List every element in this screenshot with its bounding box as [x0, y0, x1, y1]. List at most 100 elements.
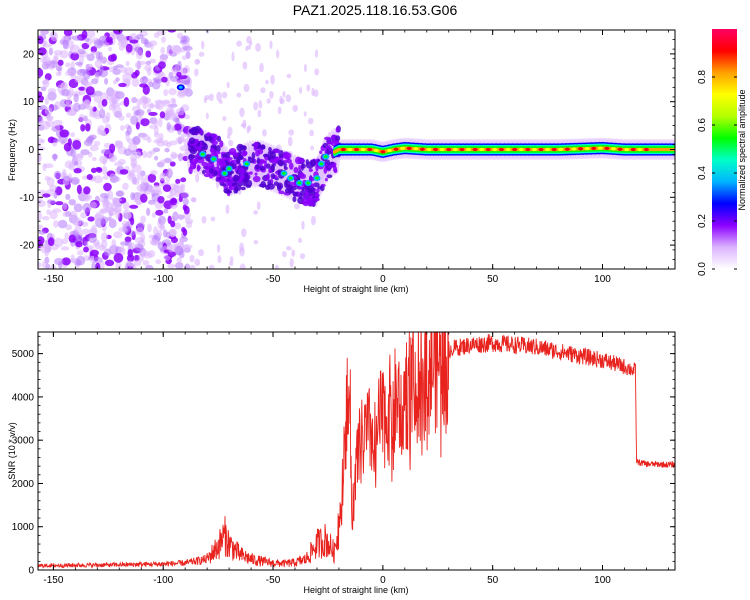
heatmap-cell — [270, 173, 276, 180]
heatmap-cell — [38, 68, 44, 77]
heatmap-cell — [285, 245, 292, 251]
heatmap-cell — [262, 153, 270, 158]
heatmap-cell — [315, 176, 319, 180]
heatmap-cell — [216, 244, 221, 253]
heatmap-cell — [182, 198, 189, 206]
x-tick-label: 0 — [380, 274, 386, 285]
heatmap-cell — [115, 77, 120, 82]
heatmap-cell — [89, 249, 100, 257]
heatmap-cell — [242, 150, 248, 155]
heatmap-cell — [38, 224, 44, 230]
heatmap-cell — [643, 147, 649, 152]
heatmap-cell — [38, 36, 44, 45]
x-tick-label: -100 — [153, 575, 173, 586]
heatmap-cell — [164, 147, 170, 153]
heatmap-cell — [167, 170, 173, 177]
heatmap-cell — [591, 146, 597, 150]
heatmap-cell — [133, 259, 142, 267]
heatmap-cell — [147, 223, 152, 233]
heatmap-cell — [189, 147, 198, 155]
snr-line — [38, 332, 675, 570]
colorbar-tick-label: 0.2 — [697, 214, 708, 228]
heatmap-cell — [260, 180, 266, 188]
heatmap-cell — [102, 175, 109, 180]
heatmap-cell — [226, 133, 231, 140]
heatmap-cell — [167, 263, 176, 269]
heatmap-cell — [148, 81, 154, 88]
heatmap-cell — [243, 83, 250, 93]
heatmap-cell — [38, 210, 43, 221]
heatmap-cell — [125, 43, 133, 53]
colorbar — [712, 29, 737, 269]
heatmap-cell — [77, 249, 84, 256]
heatmap-cell — [182, 204, 188, 211]
heatmap-cell — [293, 192, 298, 197]
heatmap-cell — [298, 164, 302, 171]
heatmap-cell — [62, 39, 69, 49]
heatmap-cell — [146, 207, 151, 217]
heatmap-cell — [207, 162, 215, 169]
heatmap-cell — [205, 154, 212, 162]
heatmap-cell — [253, 101, 259, 111]
heatmap-cell — [225, 204, 230, 215]
heatmap-cell — [106, 95, 112, 101]
heatmap-cell — [93, 140, 101, 147]
heatmap-cell — [238, 167, 245, 175]
heatmap-cell — [306, 181, 310, 185]
y-tick-label: 2000 — [12, 479, 35, 490]
heatmap-cell — [226, 162, 234, 166]
heatmap-cell — [282, 90, 286, 98]
heatmap-cell — [145, 60, 151, 65]
x-tick-label: -100 — [153, 274, 173, 285]
heatmap-cell — [323, 166, 328, 174]
heatmap-cell — [419, 147, 425, 151]
heatmap-cell — [194, 68, 199, 77]
heatmap-cell — [479, 147, 485, 152]
heatmap-cell — [63, 30, 73, 37]
heatmap-cell — [637, 147, 643, 152]
heatmap-cell — [180, 185, 185, 193]
heatmap-cell — [309, 200, 315, 207]
heatmap-cell — [140, 118, 150, 127]
heatmap-cell — [124, 212, 132, 220]
heatmap-cell — [367, 147, 373, 152]
heatmap-cell — [84, 196, 90, 202]
heatmap-cell — [136, 222, 145, 230]
heatmap-cell — [82, 71, 91, 80]
heatmap-cell — [268, 147, 272, 152]
heatmap-cell — [170, 204, 178, 210]
heatmap-cell — [306, 185, 315, 194]
heatmap-cell — [108, 104, 116, 111]
heatmap-cell — [157, 196, 165, 204]
heatmap-cell — [50, 31, 59, 42]
heatmap-cell — [168, 244, 174, 253]
heatmap-cell — [413, 147, 419, 151]
heatmap-cell — [211, 157, 216, 161]
heatmap-cell — [584, 146, 590, 151]
heatmap-cell — [154, 79, 163, 84]
heatmap-cell — [41, 30, 47, 38]
heatmap-cell — [135, 121, 140, 130]
heatmap-cell — [53, 170, 62, 179]
heatmap-cell — [170, 153, 180, 158]
heatmap-cell — [102, 202, 110, 208]
heatmap-cell — [347, 147, 353, 152]
heatmap-cell — [86, 53, 95, 62]
heatmap-cell — [175, 178, 181, 184]
heatmap-cell — [64, 160, 75, 169]
heatmap-cell — [360, 147, 366, 152]
heatmap-cell — [224, 190, 233, 194]
heatmap-cell — [173, 123, 182, 131]
heatmap-cell — [319, 162, 324, 166]
heatmap-cell — [518, 147, 524, 152]
heatmap-cell — [78, 113, 85, 122]
heatmap-cell — [40, 86, 47, 92]
heatmap-cell — [243, 172, 249, 177]
heatmap-cell — [72, 139, 82, 150]
heatmap-cell — [288, 162, 294, 170]
heatmap-cell — [150, 170, 158, 176]
heatmap-cell — [236, 143, 244, 152]
heatmap-cell — [83, 81, 93, 87]
y-tick-label: -20 — [20, 241, 35, 252]
